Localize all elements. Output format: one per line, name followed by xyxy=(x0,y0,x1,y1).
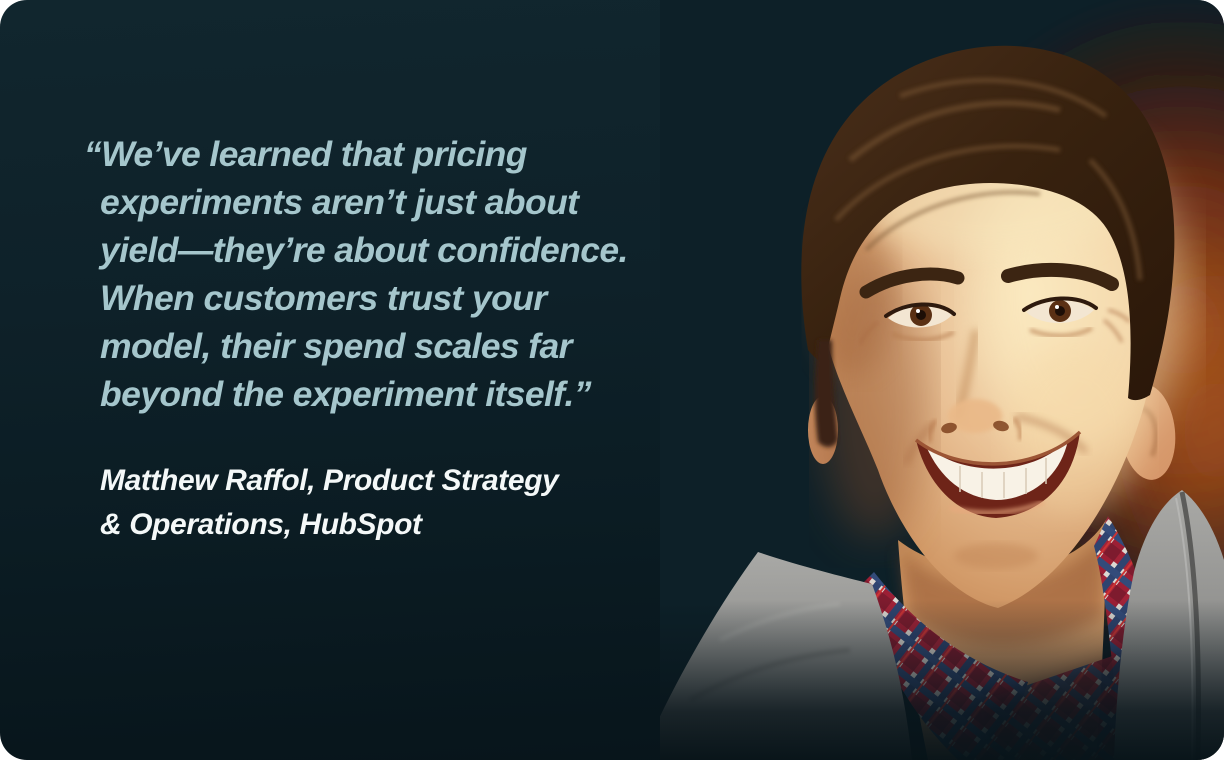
attribution-line: & Operations, HubSpot xyxy=(100,508,422,541)
quote-text: “We’ve learned that pricing experiments … xyxy=(84,130,628,418)
smiling-mouth xyxy=(914,430,1082,569)
photo-bottom-fade xyxy=(660,600,1224,760)
smile-creases xyxy=(903,413,1088,465)
eyebrows xyxy=(859,262,1119,299)
portrait-illustration xyxy=(660,0,1224,760)
quote-line: model, their spend scales far xyxy=(100,326,572,366)
attribution-line: Matthew Raffol, Product Strategy xyxy=(100,464,559,497)
quote-line: yield—they’re about confidence. xyxy=(100,230,628,270)
portrait-photo xyxy=(660,0,1224,760)
quote-line: beyond the experiment itself.” xyxy=(100,374,592,414)
quote-line: When customers trust your xyxy=(100,278,547,318)
nose xyxy=(927,329,1023,443)
attribution-text: Matthew Raffol, Product Strategy & Opera… xyxy=(100,459,559,547)
eyes xyxy=(858,296,1132,345)
hair xyxy=(801,45,1175,448)
quote-line: “We’ve learned that pricing xyxy=(84,134,527,174)
quote-line: experiments aren’t just about xyxy=(100,182,579,222)
